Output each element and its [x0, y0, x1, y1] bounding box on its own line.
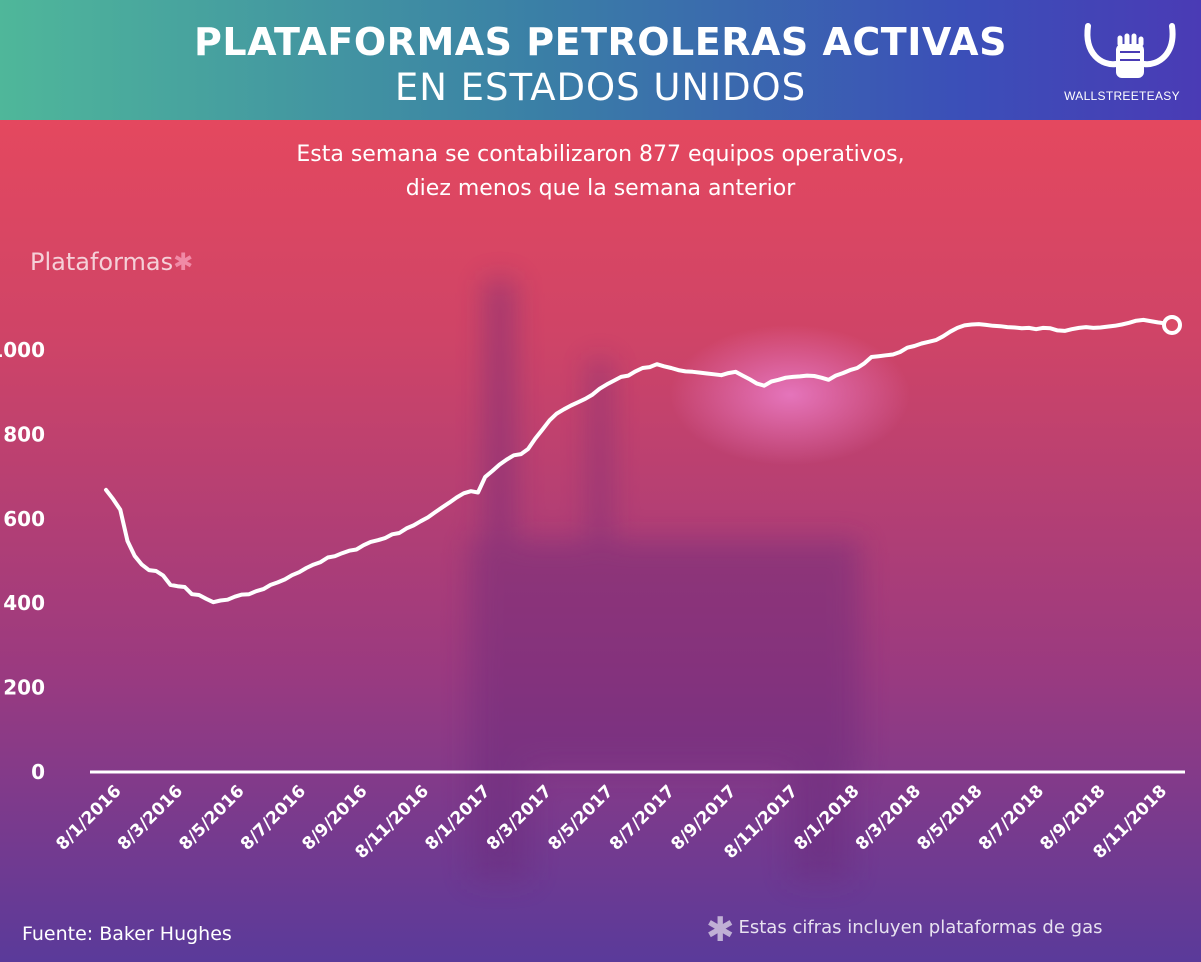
footnote-text: Estas cifras incluyen plataformas de gas: [738, 917, 1103, 938]
subtitle-line1: Esta semana se contabilizaron 877 equipo…: [296, 142, 905, 167]
x-tick-label: 8/5/2016: [175, 781, 248, 854]
subtitle-line2: diez menos que la semana anterior: [405, 176, 796, 201]
x-tick-label: 8/7/2016: [237, 781, 310, 854]
y-axis-label-text: Plataformas: [30, 248, 174, 276]
x-tick-label: 8/1/2016: [52, 781, 125, 854]
y-axis-label: Plataformas✱: [30, 248, 193, 276]
x-tick-label: 8/3/2018: [852, 781, 925, 854]
y-tick-label: 400: [3, 591, 45, 615]
x-tick-label: 8/7/2017: [606, 781, 679, 854]
footnote: ✱ Estas cifras incluyen plataformas de ga…: [706, 910, 1102, 950]
asterisk-icon: ✱: [173, 248, 194, 276]
logo-text: WALLSTREETEASY: [1064, 89, 1180, 103]
chart-title: PLATAFORMAS PETROLERAS ACTIVAS: [194, 20, 1007, 64]
x-tick-label: 8/1/2017: [421, 781, 494, 854]
y-tick-label: 200: [3, 676, 45, 700]
x-tick-label: 8/3/2016: [114, 781, 187, 854]
header-banner: [0, 0, 1201, 120]
y-tick-label: 600: [3, 507, 45, 531]
y-tick-label: 0: [31, 760, 45, 784]
chart-title-line2: EN ESTADOS UNIDOS: [394, 66, 807, 109]
series-line: [104, 317, 1174, 605]
y-tick-label: 1000: [0, 338, 45, 362]
asterisk-icon: ✱: [706, 910, 735, 950]
raised-fist-bull-horns-icon: [1084, 23, 1176, 78]
y-tick-label: 800: [3, 422, 45, 446]
x-tick-label: 8/7/2018: [975, 781, 1048, 854]
x-tick-label: 8/3/2017: [483, 781, 556, 854]
x-tick-label: 8/1/2018: [790, 781, 863, 854]
source-note: Fuente: Baker Hughes: [22, 923, 232, 945]
last-point-marker: [1162, 314, 1182, 335]
chart-subtitle: Esta semana se contabilizaron 877 equipo…: [0, 138, 1201, 206]
x-tick-label: 8/5/2017: [544, 781, 617, 854]
x-tick-label: 8/5/2018: [913, 781, 986, 854]
